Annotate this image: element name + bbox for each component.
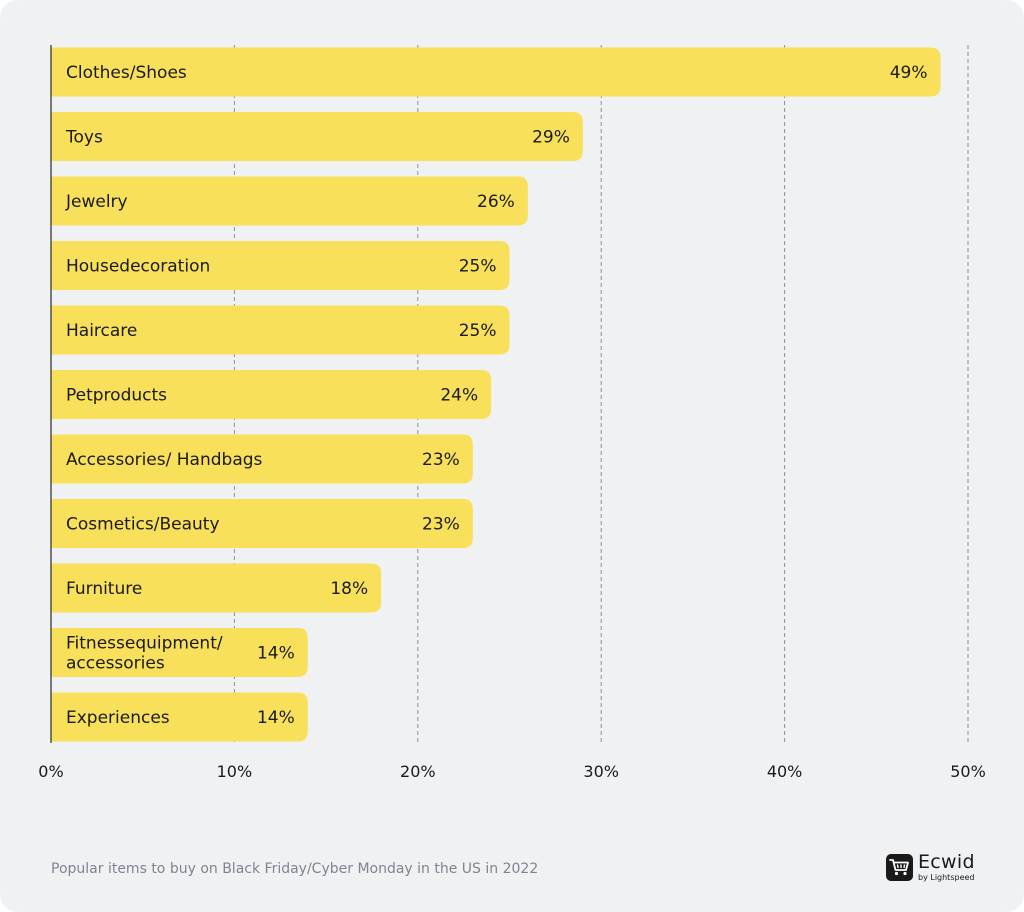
bar-category-label: Housedecoration [66, 257, 210, 277]
x-tick-label: 50% [950, 762, 986, 781]
bar [51, 628, 308, 677]
bar-value-label: 25% [459, 257, 497, 277]
bar [51, 112, 583, 161]
bar-category-label: Experiences [66, 708, 170, 728]
bar-category-label: Clothes/Shoes [66, 63, 187, 83]
bar [51, 241, 510, 290]
chart-caption: Popular items to buy on Black Friday/Cyb… [51, 861, 539, 877]
bar-value-label: 49% [890, 63, 928, 83]
bar [51, 47, 941, 97]
bar-category-label: Jewelry [65, 192, 128, 212]
bar-value-label: 23% [422, 450, 460, 470]
bar-value-label: 23% [422, 515, 460, 535]
bar-category-label: Toys [65, 128, 103, 148]
bar [51, 176, 528, 226]
bar-value-label: 14% [257, 644, 295, 664]
bar [51, 434, 473, 484]
ecwid-logo: Ecwid by Lightspeed [886, 853, 975, 882]
bar-value-label: 29% [532, 128, 570, 148]
bar-value-label: 24% [440, 386, 478, 406]
bar-category-label: Fitnessequipment/ [66, 634, 223, 654]
bar-value-label: 18% [330, 579, 368, 599]
x-tick-label: 30% [583, 762, 619, 781]
bar-category-label: Haircare [66, 321, 137, 341]
x-tick-label: 0% [38, 762, 63, 781]
bar-category-label: Furniture [66, 579, 142, 599]
bar-category-label: Accessories/ Handbags [66, 450, 263, 470]
cart-icon [886, 854, 913, 881]
bar [51, 563, 382, 613]
bar-category-label: Cosmetics/Beauty [66, 515, 220, 535]
bar [51, 499, 473, 548]
bar-category-label: Petproducts [66, 386, 167, 406]
bar [51, 370, 492, 419]
x-tick-label: 20% [400, 762, 436, 781]
bar [51, 305, 510, 355]
bar-value-label: 14% [257, 708, 295, 728]
bar-category-label: accessories [66, 654, 165, 674]
bar-value-label: 25% [459, 321, 497, 341]
bar-value-label: 26% [477, 192, 515, 212]
x-tick-label: 10% [217, 762, 253, 781]
x-tick-label: 40% [767, 762, 803, 781]
logo-subtitle: by Lightspeed [918, 873, 975, 882]
logo-name: Ecwid [918, 851, 975, 873]
bar [51, 692, 308, 742]
